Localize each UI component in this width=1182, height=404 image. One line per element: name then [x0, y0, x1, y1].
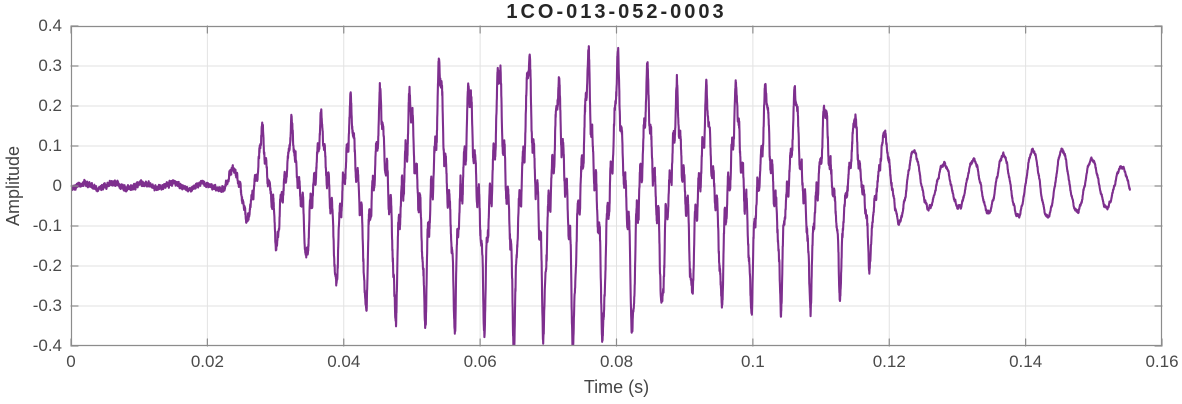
- x-tick-label: 0: [66, 352, 76, 371]
- y-tick-label: 0.1: [38, 136, 62, 155]
- y-tick-label: -0.4: [32, 336, 62, 355]
- y-tick-label: 0.4: [38, 16, 62, 35]
- chart-title: 1CO-013-052-0003: [506, 1, 727, 23]
- y-tick-label: -0.2: [32, 256, 62, 275]
- y-tick-label: 0.3: [38, 56, 62, 75]
- x-tick-label: 0.02: [190, 352, 224, 371]
- y-tick-label: 0.2: [38, 96, 62, 115]
- x-tick-label: 0.14: [1009, 352, 1043, 371]
- x-tick-label: 0.04: [327, 352, 361, 371]
- y-tick-label: 0: [52, 176, 62, 195]
- x-axis-label: Time (s): [583, 377, 650, 397]
- x-tick-label: 0.12: [872, 352, 906, 371]
- x-tick-label: 0.16: [1145, 352, 1179, 371]
- y-tick-label: -0.1: [32, 216, 62, 235]
- x-tick-label: 0.1: [741, 352, 765, 371]
- x-tick-label: 0.06: [463, 352, 497, 371]
- y-tick-label: -0.3: [32, 296, 62, 315]
- x-tick-label: 0.08: [599, 352, 634, 371]
